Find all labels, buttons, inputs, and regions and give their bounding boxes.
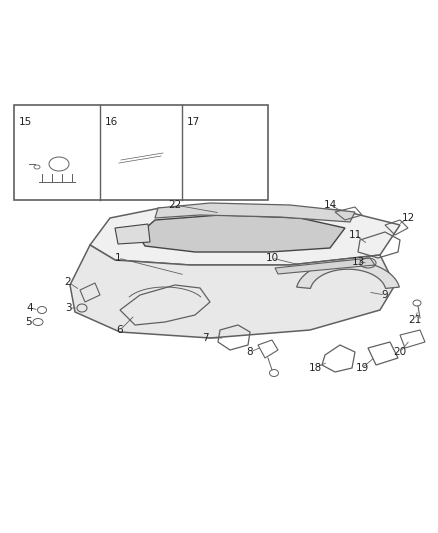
Text: 10: 10 <box>265 253 279 263</box>
Text: 7: 7 <box>201 333 208 343</box>
Text: 4: 4 <box>27 303 33 313</box>
Text: 21: 21 <box>408 315 422 325</box>
Text: 1: 1 <box>115 253 121 263</box>
Text: 17: 17 <box>187 117 200 127</box>
Polygon shape <box>155 203 355 222</box>
Text: 15: 15 <box>19 117 32 127</box>
Text: 20: 20 <box>393 347 406 357</box>
Bar <box>14 105 268 200</box>
Polygon shape <box>297 261 399 288</box>
Text: 2: 2 <box>65 277 71 287</box>
Polygon shape <box>70 245 395 338</box>
Polygon shape <box>115 224 150 244</box>
Text: 6: 6 <box>117 325 124 335</box>
Text: 3: 3 <box>65 303 71 313</box>
Text: 18: 18 <box>308 363 321 373</box>
Text: 22: 22 <box>168 200 182 210</box>
Text: 13: 13 <box>351 257 364 267</box>
Text: 9: 9 <box>381 290 389 300</box>
Polygon shape <box>138 215 345 252</box>
Text: 5: 5 <box>25 317 31 327</box>
Polygon shape <box>275 258 375 274</box>
Text: 14: 14 <box>323 200 337 210</box>
Text: 16: 16 <box>105 117 118 127</box>
Polygon shape <box>90 205 400 265</box>
Text: 11: 11 <box>348 230 362 240</box>
Text: 8: 8 <box>247 347 253 357</box>
Text: 19: 19 <box>355 363 369 373</box>
Text: 12: 12 <box>401 213 415 223</box>
